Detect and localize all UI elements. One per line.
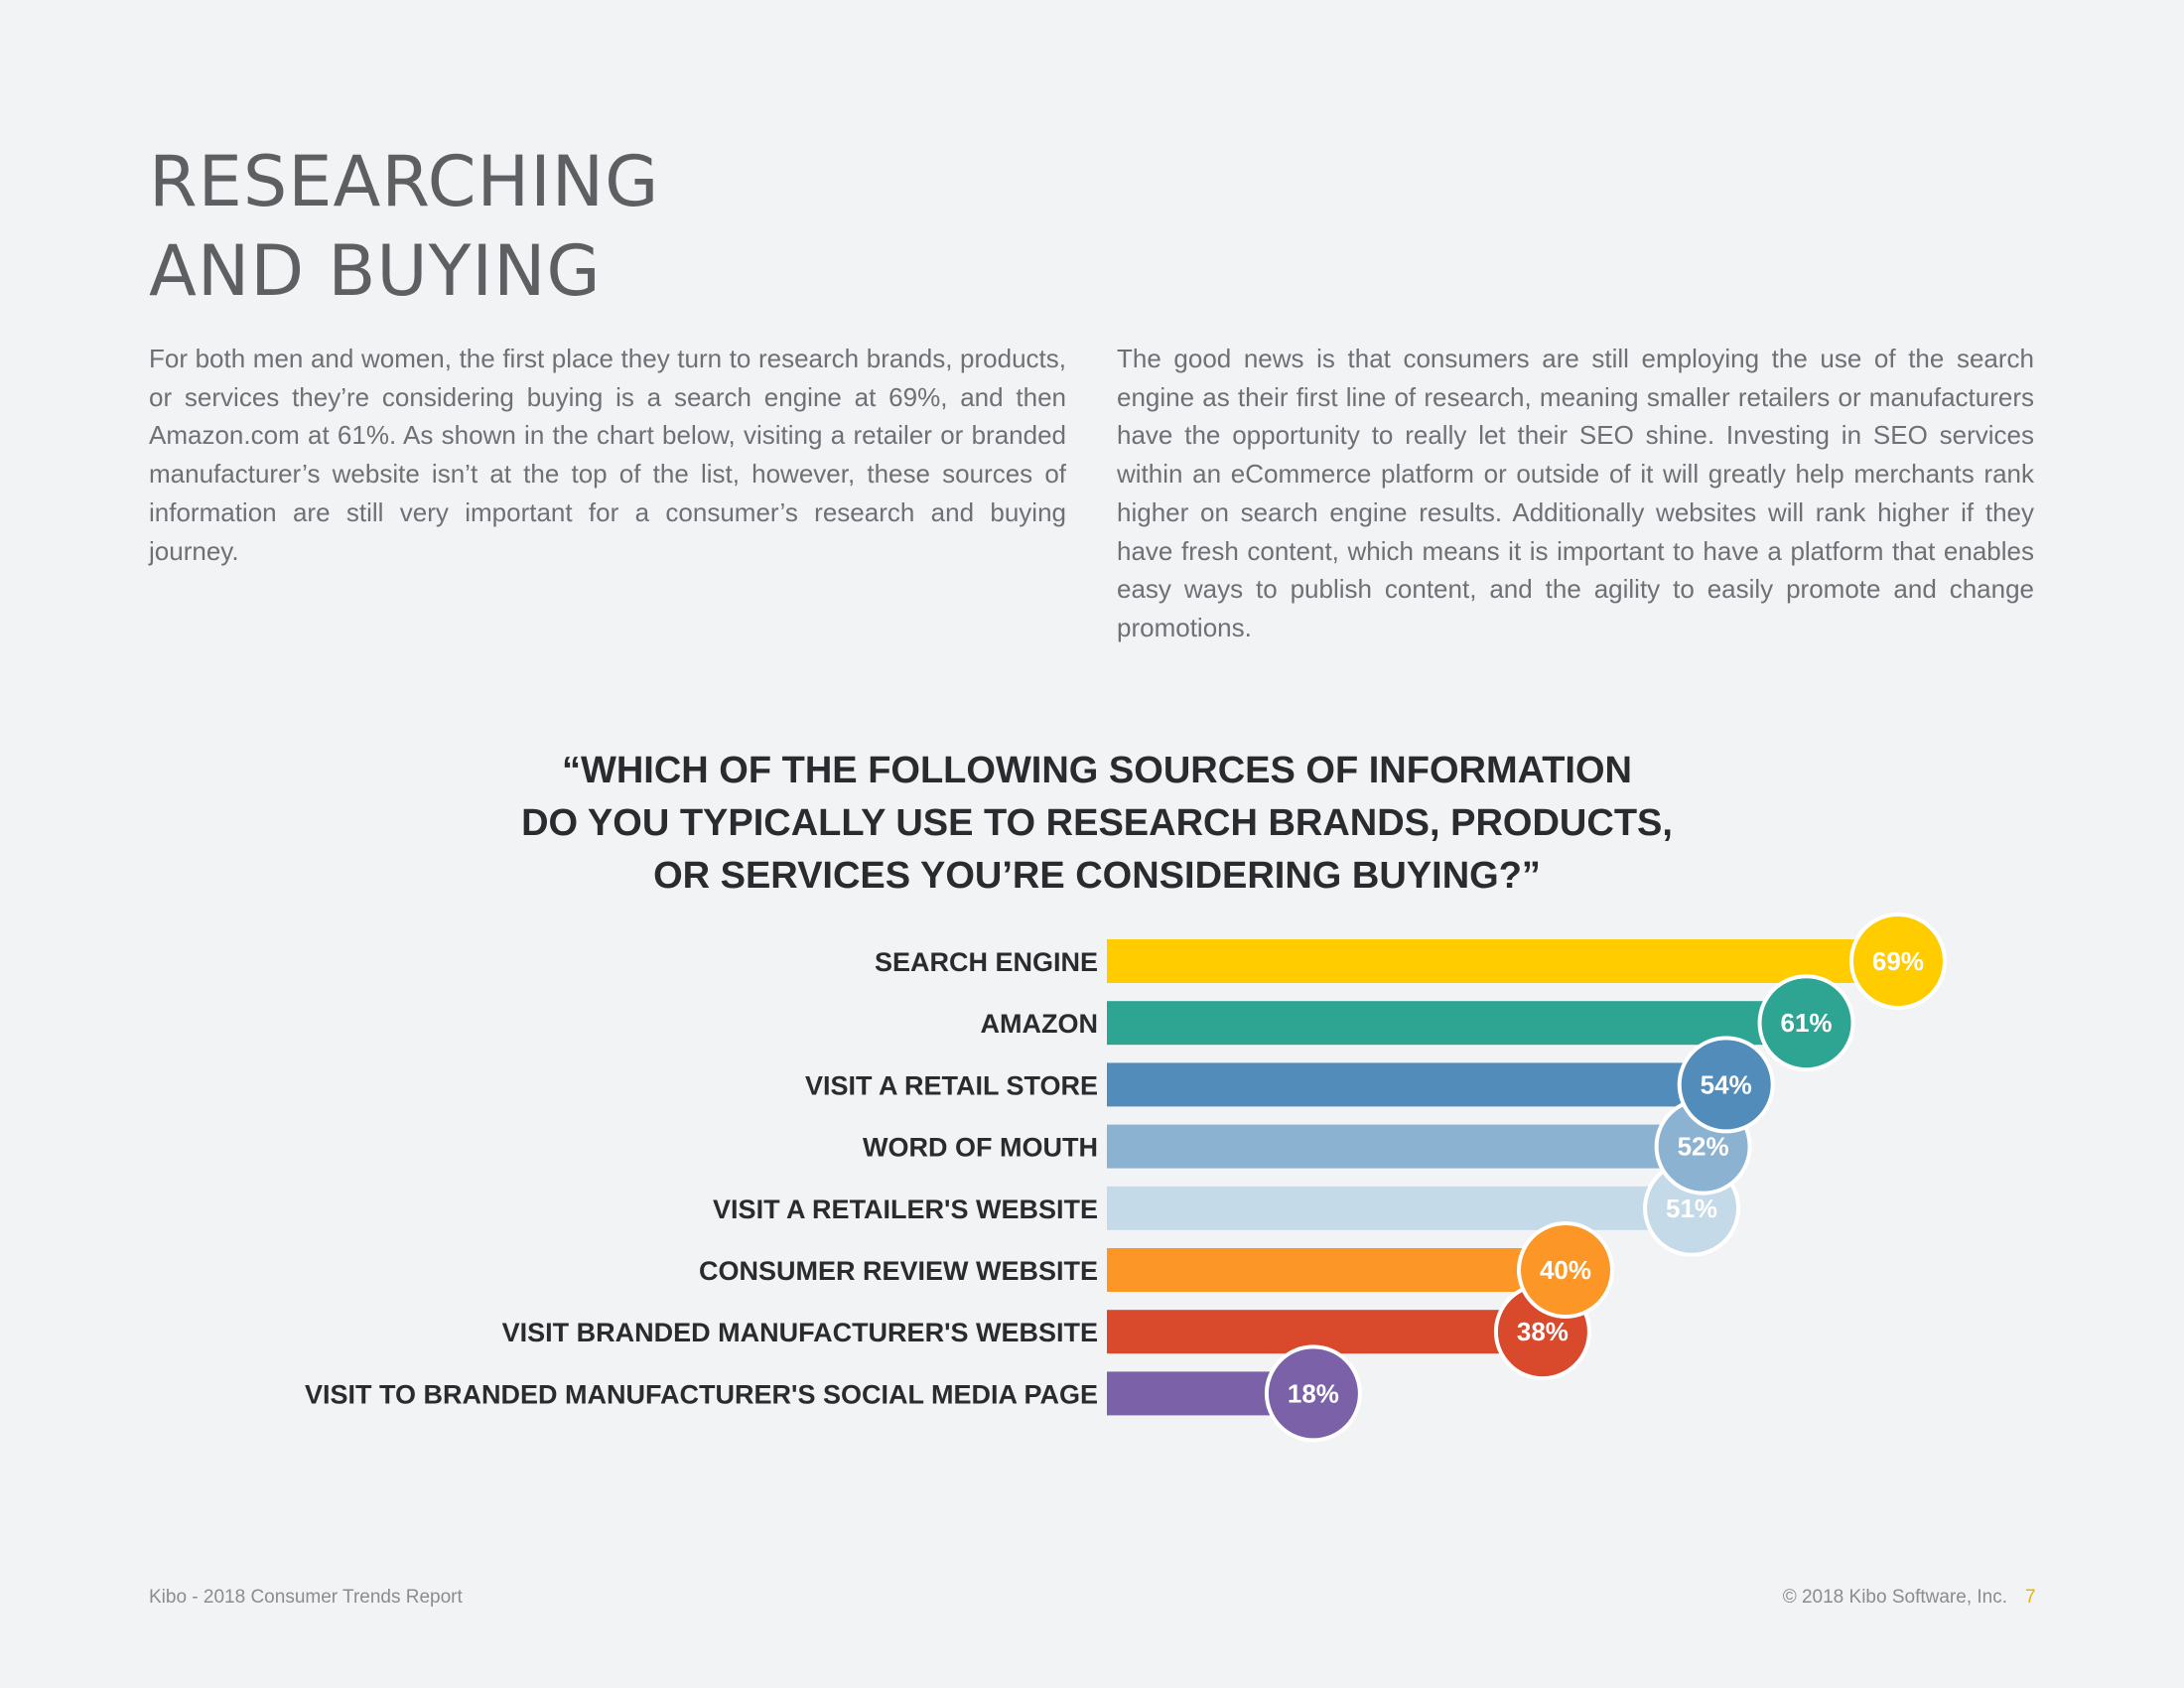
bar-word-of-mouth xyxy=(1107,1124,1704,1169)
intro-paragraph-right: The good news is that consumers are stil… xyxy=(1117,344,2034,642)
bar-consumer-review-website xyxy=(1107,1248,1566,1292)
value-bubble-amazon xyxy=(1757,974,1855,1072)
value-label-visit-branded-manufacturer-s-website: 38% xyxy=(1517,1317,1569,1346)
category-label-word-of-mouth: WORD OF MOUTH xyxy=(863,1133,1098,1163)
value-label-visit-a-retailer-s-website: 51% xyxy=(1666,1194,1717,1223)
chart-title-line-3: OR SERVICES YOU’RE CONSIDERING BUYING?” xyxy=(653,855,1541,897)
category-label-search-engine: SEARCH ENGINE xyxy=(875,947,1098,977)
bar-amazon xyxy=(1107,1001,1807,1046)
page-title: RESEARCHING AND BUYING xyxy=(149,137,659,316)
page-title-line-1: RESEARCHING xyxy=(149,141,660,222)
category-label-visit-branded-manufacturer-s-website: VISIT BRANDED MANUFACTURER'S WEBSITE xyxy=(502,1318,1098,1347)
bar-search-engine xyxy=(1107,939,1898,983)
chart-title-line-1: “WHICH OF THE FOLLOWING SOURCES OF INFOR… xyxy=(562,750,1632,791)
category-label-visit-a-retail-store: VISIT A RETAIL STORE xyxy=(805,1070,1098,1100)
value-bubble-visit-to-branded-manufacturer-s-social-media-page xyxy=(1264,1344,1362,1443)
bar-visit-a-retail-store xyxy=(1107,1062,1726,1107)
bar-visit-a-retailer-s-website xyxy=(1107,1186,1693,1230)
value-label-consumer-review-website: 40% xyxy=(1540,1255,1591,1285)
value-label-amazon: 61% xyxy=(1781,1008,1833,1038)
value-bubble-visit-a-retail-store xyxy=(1677,1036,1775,1134)
value-bubble-consumer-review-website xyxy=(1517,1221,1614,1319)
value-label-word-of-mouth: 52% xyxy=(1678,1132,1729,1162)
value-label-visit-to-branded-manufacturer-s-social-media-page: 18% xyxy=(1288,1378,1339,1408)
category-label-amazon: AMAZON xyxy=(981,1009,1098,1039)
intro-paragraph-left: For both men and women, the first place … xyxy=(149,344,1066,566)
category-label-visit-a-retailer-s-website: VISIT A RETAILER'S WEBSITE xyxy=(713,1195,1098,1224)
page-title-line-2: AND BUYING xyxy=(149,230,602,312)
value-label-visit-a-retail-store: 54% xyxy=(1701,1069,1752,1099)
value-label-search-engine: 69% xyxy=(1872,946,1924,976)
category-label-visit-to-branded-manufacturer-s-social-media-page: VISIT TO BRANDED MANUFACTURER'S SOCIAL M… xyxy=(305,1379,1098,1409)
value-bubble-search-engine xyxy=(1848,913,1947,1010)
category-label-consumer-review-website: CONSUMER REVIEW WEBSITE xyxy=(699,1256,1098,1286)
footer-report-title: Kibo - 2018 Consumer Trends Report xyxy=(149,1587,463,1608)
chart-title-line-2: DO YOU TYPICALLY USE TO RESEARCH BRANDS,… xyxy=(521,802,1673,844)
chart-title: “WHICH OF THE FOLLOWING SOURCES OF INFOR… xyxy=(397,745,1797,903)
page-number: 7 xyxy=(2025,1587,2036,1608)
footer-copyright: © 2018 Kibo Software, Inc. xyxy=(1782,1587,2007,1608)
